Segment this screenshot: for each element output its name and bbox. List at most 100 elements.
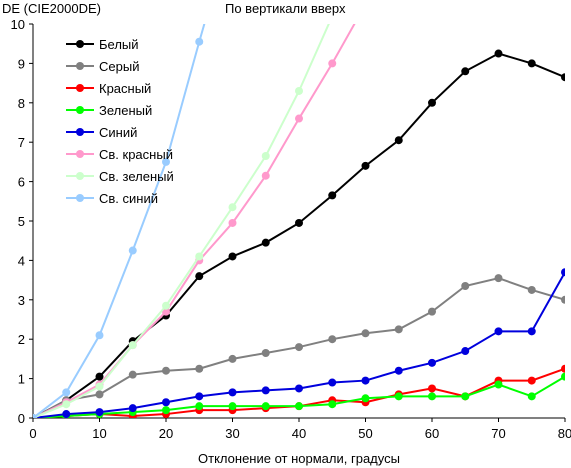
data-point — [561, 295, 565, 304]
legend-item: Св. красный — [66, 147, 173, 162]
data-point — [195, 272, 204, 281]
data-point — [295, 218, 303, 227]
data-point — [162, 366, 170, 375]
legend-item: Белый — [66, 37, 139, 52]
series-layer — [33, 0, 565, 418]
data-point — [461, 392, 470, 401]
x-tick-label: 50 — [358, 426, 372, 441]
x-tick-label: 30 — [225, 426, 239, 441]
x-tick-label: 80 — [558, 426, 571, 441]
data-point — [33, 414, 37, 418]
data-point — [261, 171, 270, 180]
series-line — [33, 375, 565, 418]
data-point — [494, 327, 503, 336]
legend-label: Серый — [99, 59, 139, 74]
data-point — [361, 394, 370, 403]
y-tick-label: 7 — [18, 135, 25, 150]
legend-item: Св. синий — [66, 191, 158, 206]
data-point — [394, 366, 403, 375]
data-point — [494, 49, 503, 58]
series-6 — [33, 24, 330, 418]
data-point — [361, 161, 370, 170]
data-point — [428, 98, 436, 107]
y-tick-label: 3 — [18, 293, 25, 308]
data-point — [195, 364, 204, 373]
series-line — [33, 24, 330, 418]
data-point — [428, 358, 436, 367]
y-tick-label: 2 — [18, 332, 25, 347]
data-point — [295, 343, 303, 352]
data-point — [328, 191, 337, 200]
data-point — [527, 392, 536, 401]
legend-marker — [76, 62, 84, 70]
data-point — [561, 73, 565, 82]
data-point — [328, 335, 337, 344]
data-point — [228, 402, 237, 411]
data-point — [295, 384, 303, 393]
data-point — [195, 37, 204, 46]
data-point — [461, 67, 470, 76]
legend-label: Зеленый — [99, 103, 152, 118]
data-point — [162, 157, 170, 166]
data-point — [195, 252, 204, 261]
x-tick-label: 10 — [92, 426, 106, 441]
data-point — [295, 402, 303, 411]
data-point — [95, 408, 104, 417]
x-axis-title: Отклонение от нормали, градусы — [198, 451, 400, 466]
x-tick-label: 70 — [491, 426, 505, 441]
data-point — [95, 372, 104, 381]
data-point — [128, 404, 137, 413]
legend-label: Св. зеленый — [99, 169, 174, 184]
data-point — [361, 376, 370, 385]
series-0 — [33, 49, 565, 418]
y-tick-label: 1 — [18, 372, 25, 387]
y-tick-label: 9 — [18, 56, 25, 71]
y-tick-label: 4 — [18, 253, 25, 268]
data-point — [428, 392, 436, 401]
legend-label: Св. синий — [99, 191, 158, 206]
legend-marker — [76, 40, 84, 48]
data-point — [162, 406, 170, 415]
legend-marker — [76, 194, 84, 202]
data-point — [494, 380, 503, 389]
legend-item: Св. зеленый — [66, 169, 174, 184]
data-point — [428, 307, 436, 316]
data-point — [461, 282, 470, 291]
legend-item: Зеленый — [66, 103, 152, 118]
data-point — [128, 370, 137, 379]
data-point — [361, 329, 370, 338]
data-point — [195, 392, 204, 401]
x-tick-label: 40 — [292, 426, 306, 441]
data-point — [228, 218, 237, 227]
data-point — [261, 402, 270, 411]
data-point — [527, 376, 536, 385]
y-tick-label: 8 — [18, 96, 25, 111]
data-point — [95, 382, 104, 391]
data-point — [494, 274, 503, 283]
legend-item: Серый — [66, 59, 139, 74]
legend-item: Красный — [66, 81, 151, 96]
legend-marker — [76, 150, 84, 158]
series-1 — [33, 274, 565, 418]
y-tick-label: 5 — [18, 214, 25, 229]
data-point — [261, 238, 270, 247]
data-point — [261, 386, 270, 395]
data-point — [228, 388, 237, 397]
y-tick-label: 10 — [11, 17, 25, 32]
data-point — [328, 400, 337, 409]
data-point — [527, 285, 536, 294]
data-point — [394, 325, 403, 334]
series-4 — [33, 268, 565, 418]
data-point — [295, 86, 303, 95]
data-point — [162, 301, 170, 310]
x-tick-label: 20 — [159, 426, 173, 441]
legend-marker — [76, 106, 84, 114]
data-point — [561, 372, 565, 381]
data-point — [362, 0, 370, 8]
data-point — [195, 402, 204, 411]
data-point — [261, 151, 270, 160]
data-point — [394, 392, 403, 401]
data-point — [62, 410, 71, 418]
x-tick-label: 0 — [29, 426, 36, 441]
